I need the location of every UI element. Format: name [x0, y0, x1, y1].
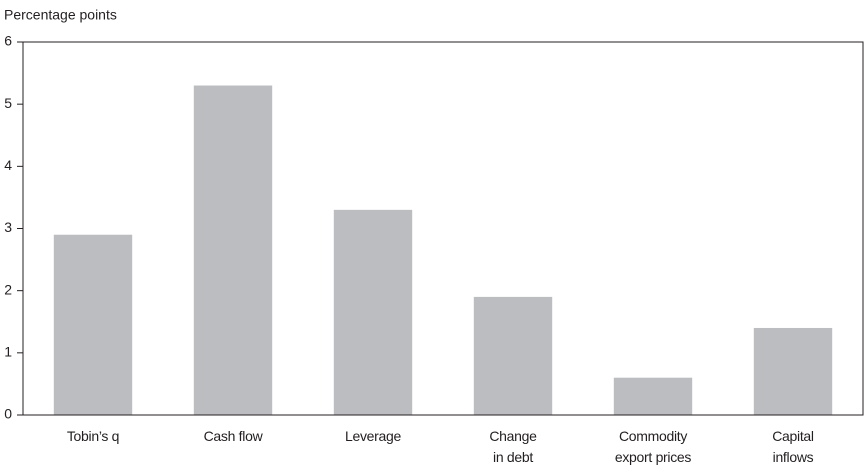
x-tick-label: Capital inflows: [772, 428, 814, 465]
y-tick-label: 6: [4, 33, 12, 49]
bar: [53, 234, 133, 415]
x-tick-label: Commodity export prices: [614, 428, 692, 465]
y-tick-label: 5: [4, 95, 12, 111]
y-tick-label: 3: [4, 219, 12, 235]
y-axis-label: Percentage points: [4, 7, 117, 23]
bar: [333, 209, 413, 415]
y-tick-label: 4: [4, 157, 12, 173]
y-tick-label: 0: [4, 406, 12, 422]
x-tick-label: Leverage: [345, 428, 401, 444]
x-tick-label: Tobin’s q: [66, 428, 120, 444]
x-tick-label: Cash flow: [203, 428, 263, 444]
y-tick-label: 1: [4, 344, 12, 360]
bar: [613, 377, 693, 415]
x-tick-label: Change in debt: [489, 428, 537, 465]
bar: [473, 296, 553, 415]
plot-frame: [22, 41, 864, 416]
bar: [753, 327, 833, 415]
bar: [193, 85, 273, 416]
y-tick-label: 2: [4, 281, 12, 297]
